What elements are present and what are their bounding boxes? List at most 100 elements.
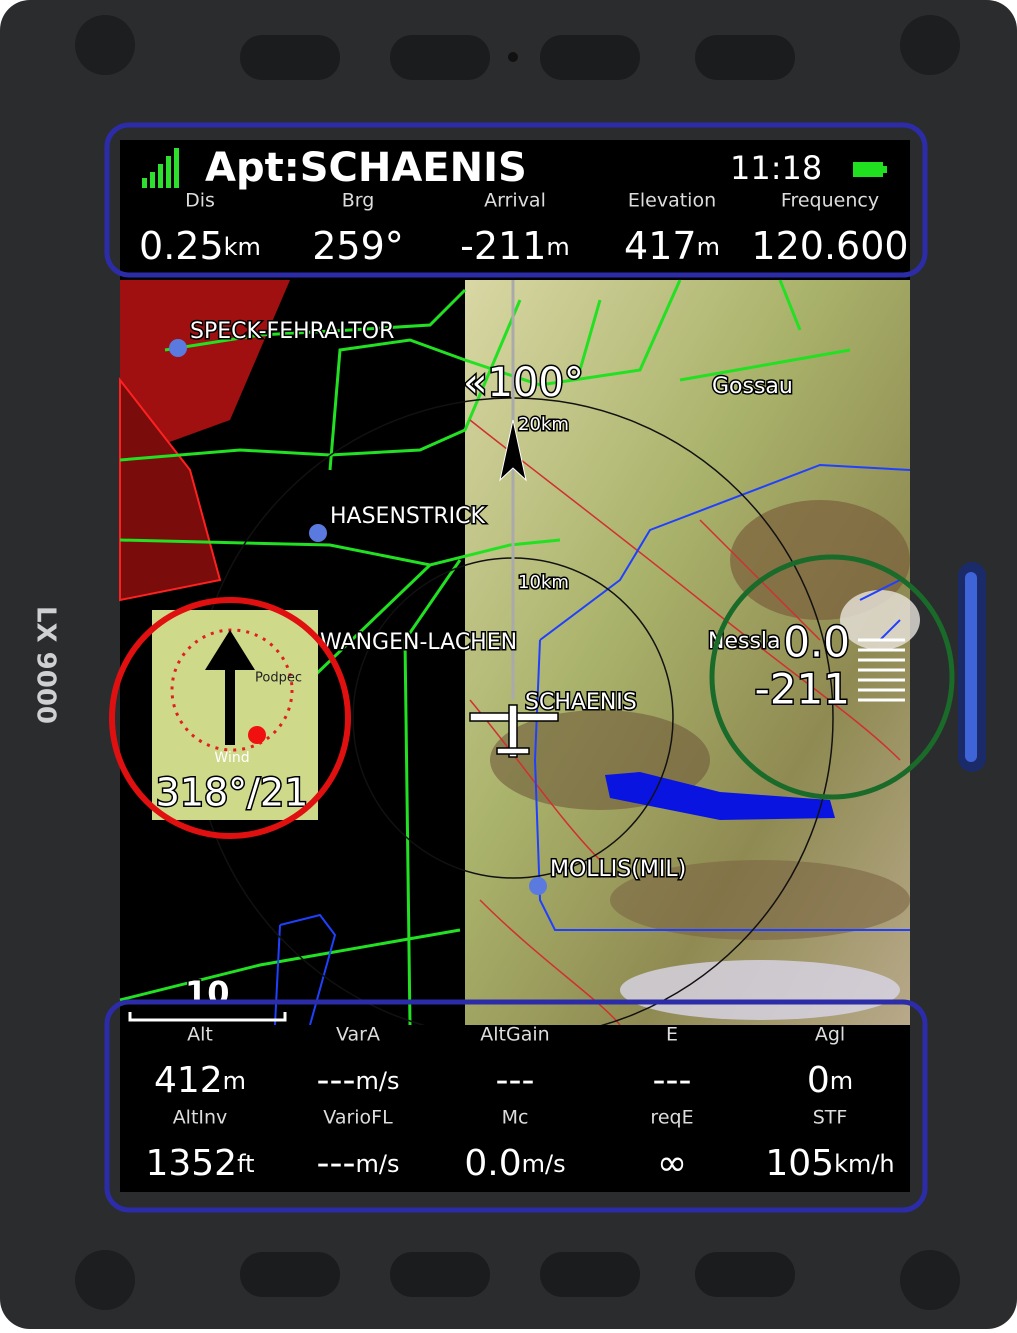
value-number: 0.25 [139,224,224,268]
value-number: 417 [624,224,697,268]
value-unit: m/s [356,1150,400,1178]
wind-label: Wind [214,750,249,766]
wind-dot [248,726,266,744]
field-value: 120.600 [751,224,908,268]
value-number: --- [653,1060,692,1101]
vario-altitude: -211 [755,665,850,714]
field-label: Arrival [484,190,546,212]
airfield-icon [529,877,547,895]
field-label: VarioFL [323,1107,393,1129]
field-value: -211m [460,224,570,268]
field-label: Alt [187,1024,213,1046]
place-label: Podpec [255,671,302,686]
field-label: AltInv [173,1107,228,1129]
knob[interactable] [900,1250,960,1310]
field-value: --- [496,1060,535,1101]
value-unit: m [546,233,569,261]
highlight-box [104,999,928,1213]
field-label: STF [813,1107,848,1129]
sensor [508,52,518,62]
place-label: Gossau [712,374,793,399]
knob[interactable] [900,15,960,75]
terrain [620,960,900,1020]
battery-icon [883,166,887,173]
ring-label: 20km [518,414,569,435]
button[interactable] [695,1252,795,1297]
field-value: 0.0m/s [464,1143,565,1184]
map: SPECK-FEHRALTOR HASENSTRICK WANGEN-LACHE… [119,279,920,1039]
place-label: MOLLIS(MIL) [550,857,686,882]
button[interactable] [240,35,340,80]
field-value: ∞ [657,1143,687,1184]
field-value: ---m/s [317,1060,400,1101]
value-number: 1352 [145,1143,237,1184]
terrain [840,590,920,650]
ring-label: 10km [518,572,569,593]
field-label: Mc [502,1107,529,1129]
glider [469,704,559,758]
button[interactable] [540,35,640,80]
value-number: 412 [154,1060,223,1101]
field-label: AltGain [480,1024,549,1046]
value-unit: ft [237,1150,254,1178]
field-label: Elevation [628,190,716,212]
button[interactable] [540,1252,640,1297]
value-number: 105 [765,1143,834,1184]
scale-bar [128,1012,287,1022]
place-label: SCHAENIS [525,690,637,715]
place-label: SPECK-FEHRALTOR [190,319,394,344]
highlight-circle [109,597,351,839]
field-label: VarA [336,1024,380,1046]
value-number: 120.600 [751,224,908,268]
header-title: Apt:SCHAENIS [205,145,527,191]
airfield-icon [169,339,187,357]
value-number: --- [317,1060,356,1101]
terrain [610,860,910,940]
slider-light [965,572,977,762]
highlight-box [104,122,928,278]
scale-label: 10 [185,974,230,1012]
field-value: 0.25km [139,224,261,268]
wind-arrow [205,630,255,745]
wind-ring [170,628,294,752]
field-value: --- [653,1060,692,1101]
wind-widget: Podpec Wind 318°/21 [152,610,318,820]
button[interactable] [390,1252,490,1297]
field-label: reqE [650,1107,693,1129]
knob[interactable] [75,15,135,75]
vario-widget: 0.0 -211 [753,616,905,715]
airspace [120,280,290,460]
value-unit: m [830,1067,853,1095]
airspace [119,377,222,602]
field-label: E [666,1024,678,1046]
place-label: WANGEN-LACHEN [320,630,517,655]
button[interactable] [695,35,795,80]
value-number: ∞ [657,1143,687,1184]
value-number: -211 [460,224,546,268]
field-value: ---m/s [317,1143,400,1184]
signal-icon [142,148,179,188]
vario-value: 0.0 [783,618,850,667]
button[interactable] [390,35,490,80]
value-unit: m [223,1067,246,1095]
field-label: Agl [815,1024,845,1046]
value-number: 259° [312,224,404,268]
value-unit: km [224,233,261,261]
lake [605,772,835,820]
value-number: --- [496,1060,535,1101]
knob[interactable] [75,1250,135,1310]
field-value: 0m [807,1060,853,1101]
value-number: --- [317,1143,356,1184]
battery-icon [853,162,883,177]
value-number: 0.0 [464,1143,521,1184]
device-label: LX 9000 [31,606,61,724]
field-value: 417m [624,224,720,268]
field-value: 1352ft [145,1143,254,1184]
airfield-icon [309,524,327,542]
button[interactable] [240,1252,340,1297]
value-unit: km/h [834,1150,895,1178]
field-value: 259° [312,224,404,268]
value-unit: m/s [522,1150,566,1178]
field-label: Brg [342,190,375,212]
